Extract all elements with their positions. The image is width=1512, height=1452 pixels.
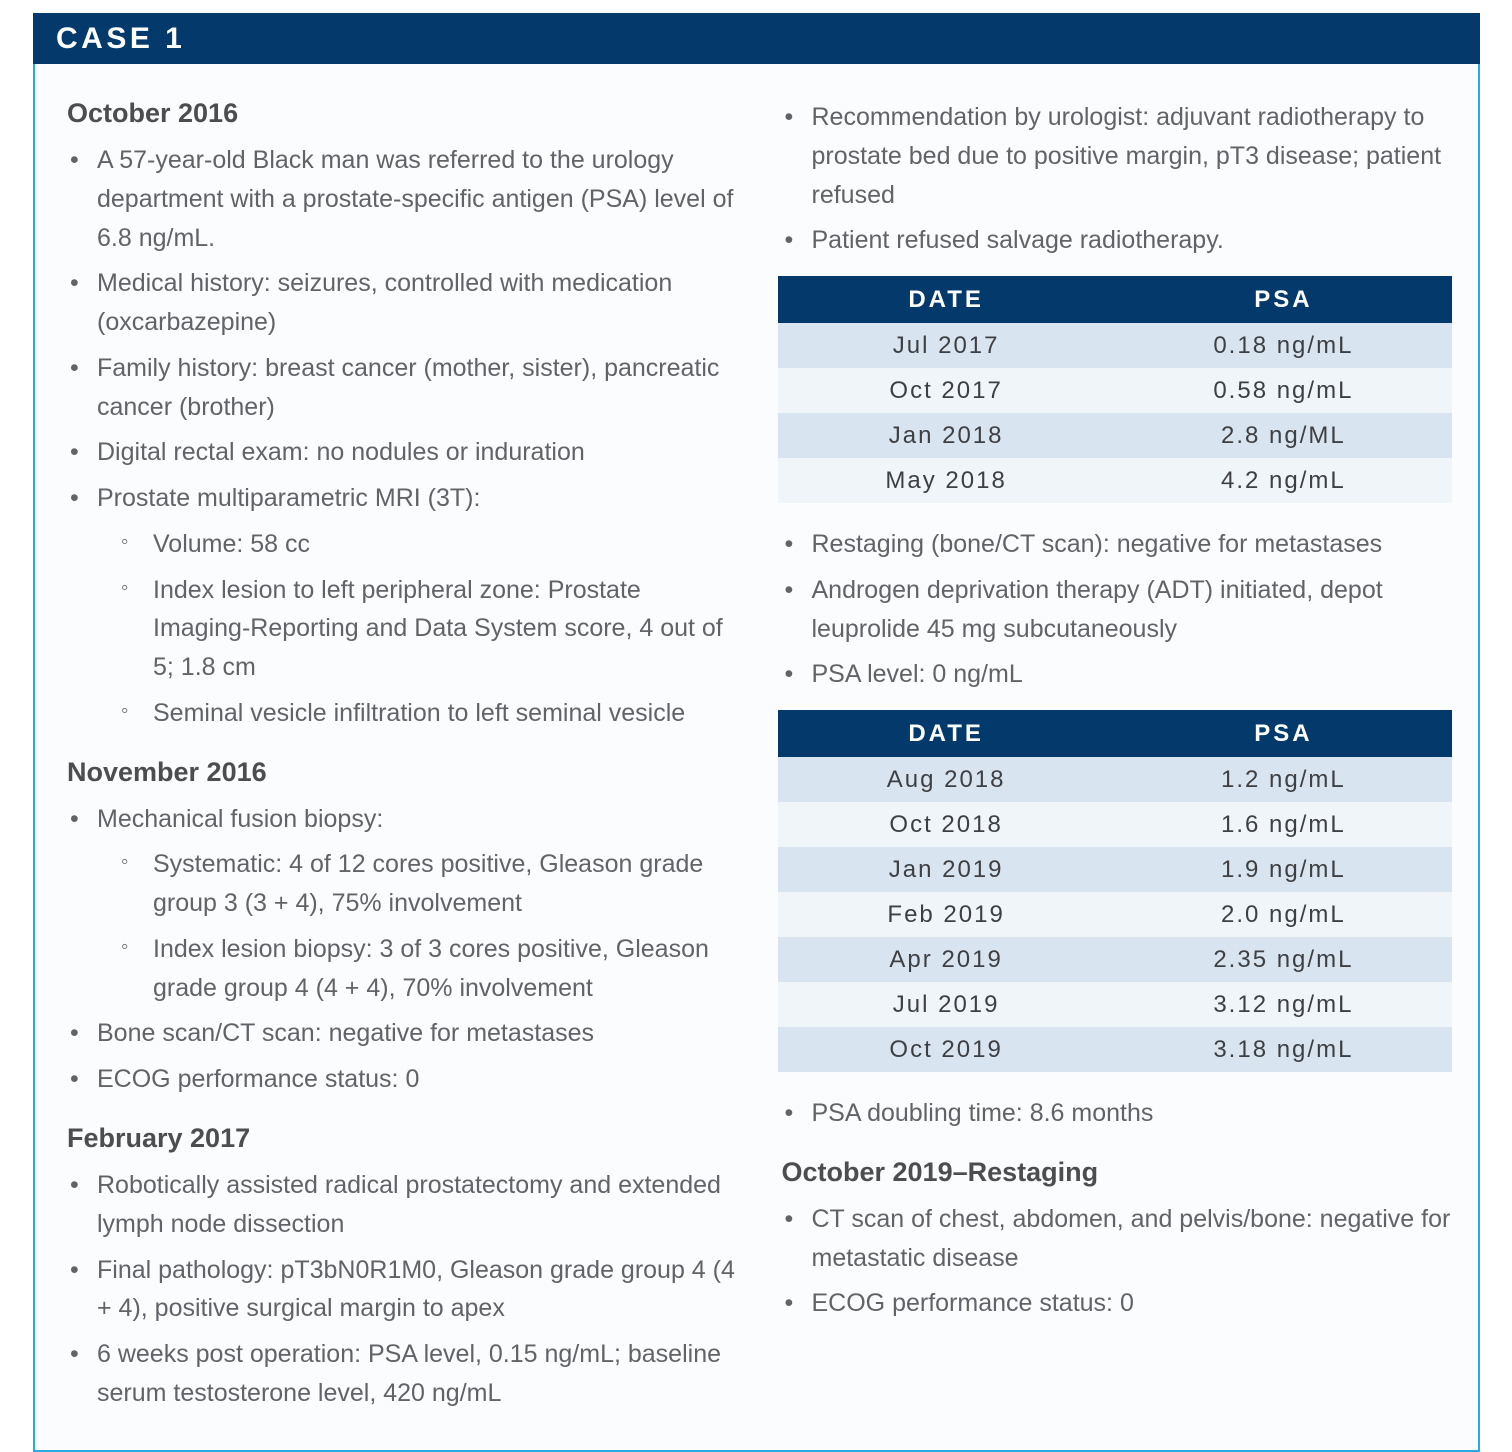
sub-bullet-item: Seminal vesicle infiltration to left sem…	[63, 694, 738, 733]
section-heading-october-2016: October 2016	[67, 98, 239, 128]
psa-table-1: DATE PSA Jul 2017 0.18 ng/mL Oct 2017 0.…	[777, 276, 1452, 503]
section-heading-october-2019-restaging: October 2019–Restaging	[781, 1156, 1099, 1187]
table-cell-date: Jul 2019	[777, 982, 1115, 1027]
table-cell-psa: 1.2 ng/mL	[1114, 757, 1452, 802]
table-header-date: DATE	[777, 276, 1115, 323]
page: CASE 1 October 2016 A 57-year-old Black …	[0, 0, 1512, 1272]
left-column: October 2016 A 57-year-old Black man was…	[63, 88, 738, 1420]
table-row: Jul 2017 0.18 ng/mL	[777, 323, 1452, 368]
bullet-item: Final pathology: pT3bN0R1M0, Gleason gra…	[63, 1251, 738, 1329]
table-row: Oct 2018 1.6 ng/mL	[777, 802, 1452, 847]
table-cell-psa: 1.9 ng/mL	[1114, 847, 1452, 892]
table-row: Oct 2017 0.58 ng/mL	[777, 368, 1452, 413]
bullet-item: ECOG performance status: 0	[63, 1060, 738, 1099]
bullet-item: PSA level: 0 ng/mL	[778, 655, 1453, 694]
table-cell-date: Oct 2017	[777, 368, 1115, 413]
bullet-item: Restaging (bone/CT scan): negative for m…	[778, 525, 1453, 564]
bullet-list-november-2016: Mechanical fusion biopsy: Systematic: 4 …	[63, 800, 738, 1099]
bullet-list-recommendation: Recommendation by urologist: adjuvant ra…	[778, 98, 1453, 260]
table-cell-date: Jan 2019	[777, 847, 1115, 892]
psa-table-2: DATE PSA Aug 2018 1.2 ng/mL Oct 2018 1.6…	[777, 710, 1452, 1072]
table-cell-psa: 0.58 ng/mL	[1114, 368, 1452, 413]
bullet-item: Androgen deprivation therapy (ADT) initi…	[778, 571, 1453, 649]
table-cell-psa: 4.2 ng/mL	[1114, 458, 1452, 503]
table-header-psa: PSA	[1114, 710, 1452, 757]
bullet-item: Bone scan/CT scan: negative for metastas…	[63, 1014, 738, 1053]
table-row: Feb 2019 2.0 ng/mL	[777, 892, 1452, 937]
table-row: Aug 2018 1.2 ng/mL	[777, 757, 1452, 802]
table-cell-date: May 2018	[777, 458, 1115, 503]
right-column: Recommendation by urologist: adjuvant ra…	[777, 88, 1453, 1420]
table-header-date: DATE	[777, 710, 1115, 757]
bullet-list-restaging: CT scan of chest, abdomen, and pelvis/bo…	[778, 1200, 1453, 1323]
table-cell-date: Aug 2018	[777, 757, 1115, 802]
section-heading-november-2016: November 2016	[67, 756, 267, 787]
bullet-item: Recommendation by urologist: adjuvant ra…	[778, 98, 1453, 214]
bullet-item: PSA doubling time: 8.6 months	[778, 1094, 1453, 1133]
table-header-row: DATE PSA	[777, 710, 1452, 757]
table-row: May 2018 4.2 ng/mL	[777, 458, 1452, 503]
table-cell-date: Feb 2019	[777, 892, 1115, 937]
table-cell-psa: 2.35 ng/mL	[1114, 937, 1452, 982]
bullet-item: 6 weeks post operation: PSA level, 0.15 …	[63, 1335, 738, 1413]
table-row: Apr 2019 2.35 ng/mL	[777, 937, 1452, 982]
bullet-list-doubling-time: PSA doubling time: 8.6 months	[778, 1094, 1453, 1133]
bullet-item: CT scan of chest, abdomen, and pelvis/bo…	[778, 1200, 1453, 1278]
table-cell-date: Oct 2019	[777, 1027, 1115, 1072]
bullet-item: A 57-year-old Black man was referred to …	[63, 141, 738, 257]
case-header-bar: CASE 1	[33, 13, 1480, 64]
section-heading-february-2017: February 2017	[67, 1122, 251, 1153]
bullet-item: Robotically assisted radical prostatecto…	[63, 1166, 738, 1244]
table-row: Oct 2019 3.18 ng/mL	[777, 1027, 1452, 1072]
sub-bullet-item: Index lesion biopsy: 3 of 3 cores positi…	[63, 930, 738, 1008]
table-cell-date: Jan 2018	[777, 413, 1115, 458]
table-row: Jan 2018 2.8 ng/ML	[777, 413, 1452, 458]
sub-bullet-item: Index lesion to left peripheral zone: Pr…	[63, 571, 738, 687]
table-cell-psa: 3.12 ng/mL	[1114, 982, 1452, 1027]
bullet-item: Patient refused salvage radiotherapy.	[778, 221, 1453, 260]
bullet-item: Digital rectal exam: no nodules or indur…	[63, 433, 738, 472]
bullet-list-october-2016: A 57-year-old Black man was referred to …	[63, 141, 738, 733]
bullet-item: Prostate multiparametric MRI (3T):	[63, 479, 738, 518]
table-cell-date: Jul 2017	[777, 323, 1115, 368]
case-title: CASE 1	[56, 22, 186, 55]
sub-bullet-item: Volume: 58 cc	[63, 525, 738, 564]
table-row: Jan 2019 1.9 ng/mL	[777, 847, 1452, 892]
bullet-item: Family history: breast cancer (mother, s…	[63, 349, 738, 427]
table-cell-date: Apr 2019	[777, 937, 1115, 982]
table-cell-psa: 2.8 ng/ML	[1114, 413, 1452, 458]
case-body: October 2016 A 57-year-old Black man was…	[33, 64, 1480, 1452]
table-row: Jul 2019 3.12 ng/mL	[777, 982, 1452, 1027]
table-header-psa: PSA	[1114, 276, 1452, 323]
sub-bullet-item: Systematic: 4 of 12 cores positive, Glea…	[63, 845, 738, 923]
bullet-item: Mechanical fusion biopsy:	[63, 800, 738, 839]
table-cell-psa: 3.18 ng/mL	[1114, 1027, 1452, 1072]
case-card: CASE 1 October 2016 A 57-year-old Black …	[33, 13, 1480, 1452]
bullet-item: ECOG performance status: 0	[778, 1284, 1453, 1323]
bullet-list-february-2017: Robotically assisted radical prostatecto…	[63, 1166, 738, 1413]
table-header-row: DATE PSA	[777, 276, 1452, 323]
table-cell-psa: 1.6 ng/mL	[1114, 802, 1452, 847]
table-cell-psa: 0.18 ng/mL	[1114, 323, 1452, 368]
bullet-list-adt: Restaging (bone/CT scan): negative for m…	[778, 525, 1453, 694]
bullet-item: Medical history: seizures, controlled wi…	[63, 264, 738, 342]
table-cell-psa: 2.0 ng/mL	[1114, 892, 1452, 937]
table-cell-date: Oct 2018	[777, 802, 1115, 847]
